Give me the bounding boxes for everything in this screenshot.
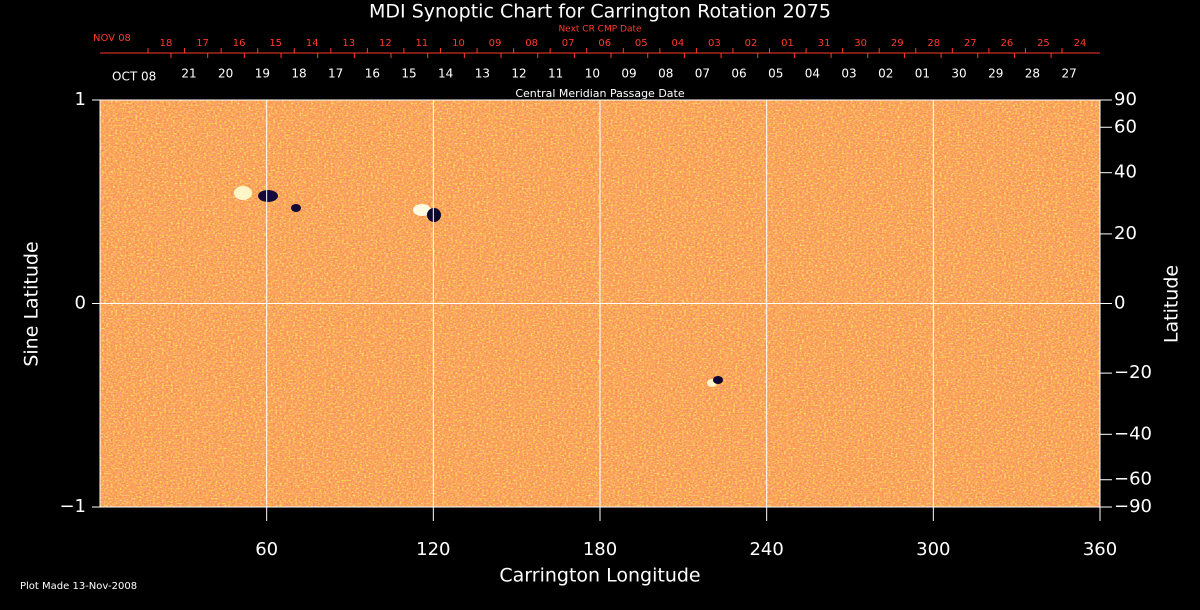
region-negative bbox=[291, 204, 301, 212]
active-regions bbox=[234, 186, 723, 387]
y2-tick-label: −40 bbox=[1114, 423, 1152, 444]
next-cr-day: 18 bbox=[160, 38, 173, 49]
cmp-start: OCT 08 bbox=[112, 70, 156, 84]
x-tick-label: 240 bbox=[749, 539, 783, 560]
y-tick-label: −1 bbox=[59, 496, 86, 517]
x-tick-label: 360 bbox=[1083, 539, 1117, 560]
x-tick-label: 180 bbox=[583, 539, 617, 560]
next-cr-day: 05 bbox=[635, 38, 648, 49]
y2-tick-label: −20 bbox=[1114, 362, 1152, 383]
next-cr-day: 12 bbox=[379, 38, 392, 49]
x-tick-label: 300 bbox=[916, 539, 950, 560]
cmp-day: 01 bbox=[915, 67, 930, 81]
cmp-day: 13 bbox=[475, 67, 490, 81]
region-positive bbox=[413, 204, 431, 216]
next-cr-day: 11 bbox=[416, 38, 429, 49]
cmp-day: 18 bbox=[291, 67, 306, 81]
next-cr-day: 14 bbox=[306, 38, 319, 49]
next-cr-label: Next CR CMP Date bbox=[558, 25, 642, 35]
next-cr-day: 27 bbox=[964, 38, 977, 49]
x-tick-label: 120 bbox=[416, 539, 450, 560]
next-cr-day: 24 bbox=[1074, 38, 1087, 49]
y-tick-label: 0 bbox=[75, 293, 86, 314]
next-cr-day: 25 bbox=[1037, 38, 1050, 49]
cmp-day: 06 bbox=[731, 67, 746, 81]
cmp-day: 28 bbox=[1025, 67, 1040, 81]
cmp-day: 15 bbox=[401, 67, 416, 81]
y2-axis-label: Latitude bbox=[1161, 265, 1183, 343]
next-cr-day: 13 bbox=[342, 38, 355, 49]
cmp-day: 14 bbox=[438, 67, 453, 81]
cmp-day: 03 bbox=[841, 67, 856, 81]
cmp-day: 10 bbox=[585, 67, 600, 81]
y2-tick-label: 0 bbox=[1114, 293, 1125, 314]
region-positive bbox=[234, 186, 252, 200]
next-cr-day: 04 bbox=[671, 38, 684, 49]
y2-tick-label: 40 bbox=[1114, 162, 1137, 183]
next-cr-day: 09 bbox=[489, 38, 502, 49]
cmp-day: 04 bbox=[805, 67, 820, 81]
next-cr-day: 28 bbox=[927, 38, 940, 49]
next-cr-day: 10 bbox=[452, 38, 465, 49]
next-cr-day: 15 bbox=[269, 38, 282, 49]
cmp-day: 16 bbox=[365, 67, 380, 81]
y2-tick-label: 20 bbox=[1114, 223, 1137, 244]
next-cr-day: 01 bbox=[781, 38, 794, 49]
y-axis-label: Sine Latitude bbox=[21, 241, 43, 366]
next-cr-day: 31 bbox=[818, 38, 831, 49]
y2-tick-label: 60 bbox=[1114, 116, 1137, 137]
footnote: Plot Made 13-Nov-2008 bbox=[20, 581, 137, 592]
next-cr-day: 26 bbox=[1001, 38, 1014, 49]
cmp-day: 12 bbox=[511, 67, 526, 81]
next-cr-day: 03 bbox=[708, 38, 721, 49]
cmp-day: 09 bbox=[621, 67, 636, 81]
chart-title: MDI Synoptic Chart for Carrington Rotati… bbox=[369, 1, 831, 23]
cmp-day: 08 bbox=[658, 67, 673, 81]
cmp-day: 20 bbox=[218, 67, 233, 81]
next-cr-day: 06 bbox=[598, 38, 611, 49]
region-negative bbox=[427, 208, 441, 222]
cmp-day: 11 bbox=[548, 67, 563, 81]
next-cr-day: 17 bbox=[196, 38, 209, 49]
next-cr-day: 30 bbox=[854, 38, 867, 49]
next-cr-start: NOV 08 bbox=[93, 33, 131, 44]
y2-tick-label: −60 bbox=[1114, 469, 1152, 490]
next-cr-day: 08 bbox=[525, 38, 538, 49]
next-cr-day: 02 bbox=[745, 38, 758, 49]
y2-tick-label: −90 bbox=[1114, 496, 1152, 517]
region-negative bbox=[713, 376, 723, 384]
x-tick-label: 60 bbox=[255, 539, 278, 560]
next-cr-day: 16 bbox=[233, 38, 246, 49]
y2-tick-label: 90 bbox=[1114, 89, 1137, 110]
cmp-day: 29 bbox=[988, 67, 1003, 81]
next-cr-day: 29 bbox=[891, 38, 904, 49]
cmp-day: 19 bbox=[255, 67, 270, 81]
x-axis-label: Carrington Longitude bbox=[499, 565, 700, 587]
region-negative bbox=[258, 190, 278, 202]
cmp-day: 30 bbox=[951, 67, 966, 81]
cmp-day: 07 bbox=[695, 67, 710, 81]
cmp-day: 02 bbox=[878, 67, 893, 81]
cmp-day: 27 bbox=[1061, 67, 1076, 81]
cmp-day: 05 bbox=[768, 67, 783, 81]
cmp-day: 21 bbox=[181, 67, 196, 81]
next-cr-day: 07 bbox=[562, 38, 575, 49]
cmp-day: 17 bbox=[328, 67, 343, 81]
y-tick-label: 1 bbox=[75, 89, 86, 110]
cmp-label: Central Meridian Passage Date bbox=[515, 87, 684, 100]
